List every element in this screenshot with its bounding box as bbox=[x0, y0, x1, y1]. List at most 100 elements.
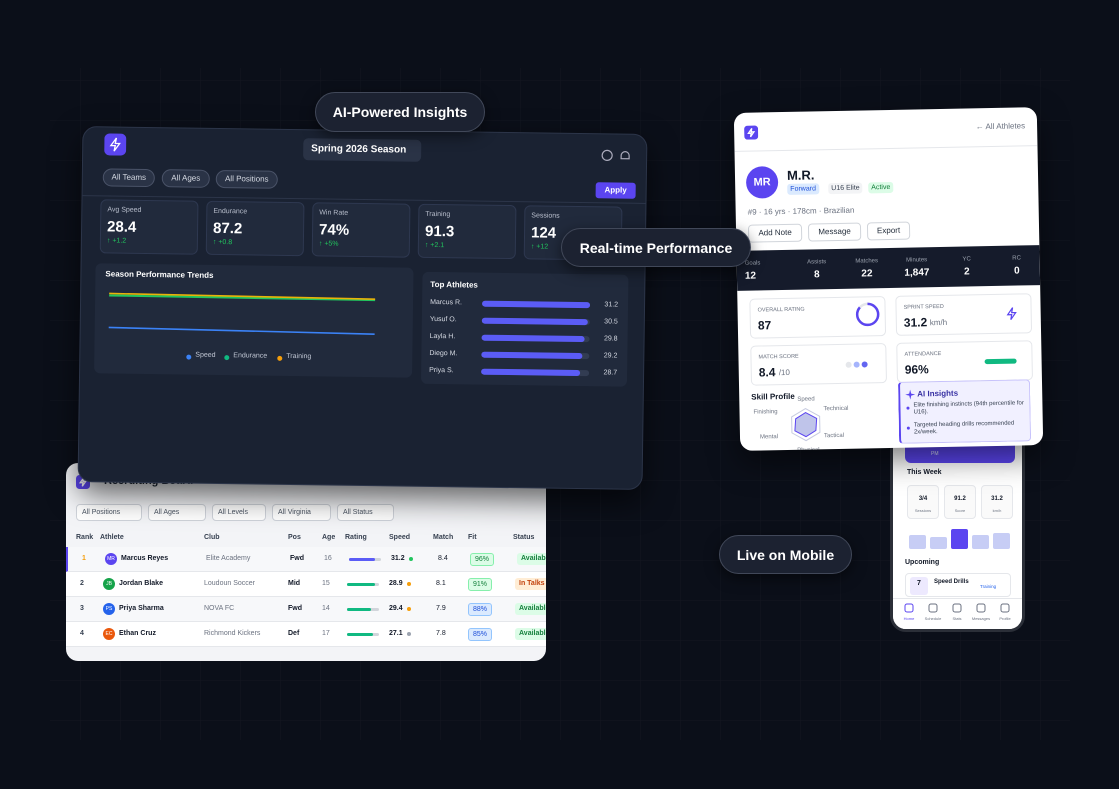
age: 17 bbox=[322, 630, 330, 637]
action-button[interactable]: Export bbox=[866, 221, 911, 241]
week-tile: 91.2 Score bbox=[944, 485, 976, 519]
mobile-app: PM This Week 3/4 Sessions 91.2 Score 31.2 km/h U… bbox=[890, 420, 1025, 632]
metric-label: MATCH SCORE bbox=[758, 353, 799, 361]
insight-text: Elite finishing instincts (94th percenti… bbox=[913, 400, 1024, 416]
position: Fwd bbox=[288, 605, 302, 612]
tile-label: km/h bbox=[992, 508, 1002, 513]
action-button[interactable]: Add Note bbox=[747, 223, 803, 243]
avatar: MR bbox=[105, 553, 117, 565]
filter-pill[interactable]: All Positions bbox=[215, 169, 278, 189]
table-row[interactable]: 3 PS Priya Sharma NOVA FC Fwd 14 29.4 7.9 88% Ava… bbox=[66, 597, 546, 622]
fit-pill: 85% bbox=[468, 628, 492, 641]
insights-title: AI Insights bbox=[917, 388, 959, 399]
nav-label[interactable]: Messages bbox=[971, 616, 991, 621]
stat-label: Training bbox=[425, 210, 451, 219]
speed: 29.4 bbox=[389, 605, 403, 612]
table-row[interactable]: 2 JB Jordan Blake Loudoun Soccer Mid 15 28.9 8.… bbox=[66, 572, 546, 597]
logo bbox=[104, 133, 127, 156]
event-tag: Training bbox=[980, 584, 997, 589]
bullet bbox=[906, 406, 910, 410]
metric-unit: km/h bbox=[929, 317, 948, 328]
rating-fill bbox=[347, 583, 375, 586]
table-row[interactable]: 4 EC Ethan Cruz Richmond Kickers Def 17 27.1 7.… bbox=[66, 622, 546, 647]
bar bbox=[482, 300, 591, 309]
attendance-bar bbox=[984, 358, 1017, 365]
metric-value: 31.2 bbox=[903, 315, 928, 330]
athlete-name: Marcus R. bbox=[430, 298, 463, 307]
bar-value: 31.2 bbox=[604, 301, 619, 309]
filter-select[interactable]: All Levels bbox=[212, 504, 266, 521]
legend-label: Endurance bbox=[233, 352, 268, 360]
column-header: Pos bbox=[288, 534, 301, 541]
speed: 31.2 bbox=[391, 555, 405, 562]
club: Richmond Kickers bbox=[204, 630, 261, 637]
stat-card: Endurance 87.2 ↑ +0.8 bbox=[205, 200, 305, 257]
stats-band: Goals 12 Assists 8 Matches 22 Minutes 1,847 YC 2 R… bbox=[736, 245, 1041, 291]
metric-value: 8.4 bbox=[758, 365, 776, 380]
filter-select[interactable]: All Positions bbox=[76, 504, 142, 521]
avatar: MR bbox=[745, 166, 779, 199]
section-title: This Week bbox=[907, 469, 942, 476]
filter-pill[interactable]: All Ages bbox=[161, 169, 210, 188]
nav-label[interactable]: Schedule bbox=[924, 616, 942, 621]
nav-label[interactable]: Home bbox=[903, 616, 915, 621]
bullet bbox=[906, 426, 910, 430]
stat-label: Endurance bbox=[213, 207, 248, 216]
apply-button[interactable]: Apply bbox=[595, 182, 636, 199]
rating-ring bbox=[855, 302, 880, 327]
athlete-profile: ← All Athletes MR M.R. Forward U16 Elite Acti… bbox=[733, 107, 1044, 451]
stat-value: 0 bbox=[1013, 265, 1020, 277]
status-pill: In Talks bbox=[515, 578, 546, 590]
column-header: Rank bbox=[76, 534, 94, 541]
club: Loudoun Soccer bbox=[204, 580, 255, 587]
insight-text: Targeted heading drills recommended 2x/w… bbox=[913, 420, 1015, 436]
trend-lines bbox=[108, 292, 376, 335]
column-header: Rating bbox=[345, 534, 367, 541]
match: 7.8 bbox=[436, 630, 446, 637]
week-tile: 3/4 Sessions bbox=[907, 485, 939, 519]
athlete-name: Layla H. bbox=[429, 332, 456, 341]
stat-label: Matches bbox=[855, 258, 879, 265]
position: Mid bbox=[288, 580, 301, 587]
skills-title: Skill Profile bbox=[751, 391, 795, 402]
week-bar bbox=[909, 535, 926, 549]
stat-card: Avg Speed 28.4 ↑ +1.2 bbox=[99, 199, 199, 255]
radar-label: Technical bbox=[823, 405, 849, 413]
speed-icon bbox=[1006, 307, 1017, 320]
club: NOVA FC bbox=[204, 605, 235, 612]
column-header: Age bbox=[322, 534, 336, 541]
nav-label[interactable]: Stats bbox=[952, 616, 962, 621]
filter-select[interactable]: All Ages bbox=[148, 504, 206, 521]
athlete-name: Diego M. bbox=[429, 349, 458, 358]
table-row[interactable]: 1 MR Marcus Reyes Elite Academy Fwd 16 31.2 8.4… bbox=[66, 547, 546, 572]
stat-value: 2 bbox=[963, 266, 970, 278]
status-pill: Available bbox=[517, 553, 546, 565]
logo bbox=[744, 125, 759, 140]
nav-icon bbox=[1000, 603, 1010, 613]
action-button[interactable]: Message bbox=[807, 222, 862, 242]
stat-label: Win Rate bbox=[319, 209, 349, 217]
tag: U16 Elite bbox=[828, 182, 863, 195]
season-select[interactable]: Spring 2026 Season bbox=[303, 138, 422, 162]
stat-value: 8 bbox=[814, 269, 820, 281]
filter-select[interactable]: All Status bbox=[337, 504, 394, 521]
week-bar bbox=[930, 537, 947, 549]
legend-dot bbox=[224, 355, 230, 361]
nav-label[interactable]: Profile bbox=[999, 616, 1011, 621]
radar-label: Tactical bbox=[823, 432, 845, 440]
match: 8.1 bbox=[436, 580, 446, 587]
nav-icon bbox=[904, 603, 914, 613]
avatar: EC bbox=[103, 628, 115, 640]
filter-pill[interactable]: All Teams bbox=[102, 168, 155, 188]
nav-icon bbox=[976, 603, 986, 613]
stat-label: Assists bbox=[807, 259, 827, 266]
rating-fill bbox=[349, 558, 375, 561]
dashboard: Spring 2026 Season All Teams All Ages All P… bbox=[77, 126, 648, 490]
radar-label: Speed bbox=[797, 396, 815, 403]
filter-select[interactable]: All Virginia bbox=[272, 504, 331, 521]
back-link[interactable]: ← All Athletes bbox=[975, 121, 1026, 132]
week-tile: 31.2 km/h bbox=[981, 485, 1013, 519]
trends-card: Season Performance Trends Speed Endurance T… bbox=[94, 263, 414, 378]
speed-dot bbox=[407, 632, 411, 636]
match: 8.4 bbox=[438, 555, 448, 562]
